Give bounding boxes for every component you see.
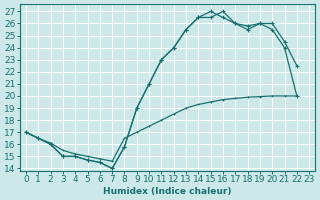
X-axis label: Humidex (Indice chaleur): Humidex (Indice chaleur) [103,187,232,196]
